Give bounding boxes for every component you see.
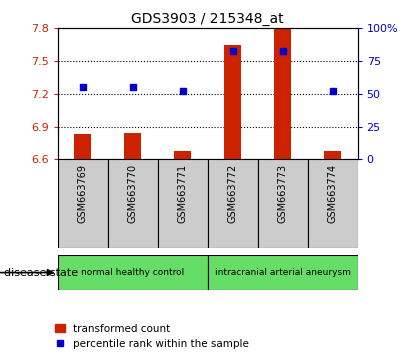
Bar (58, 255, 208, 290)
Text: GSM663773: GSM663773 (277, 164, 288, 223)
Bar (324, 150, 341, 159)
Text: GSM663769: GSM663769 (78, 164, 88, 223)
Text: GSM663771: GSM663771 (178, 164, 187, 223)
Bar (208, 159, 258, 248)
Bar (58, 159, 108, 248)
Point (179, 88, 186, 94)
Text: GSM663772: GSM663772 (228, 164, 238, 223)
Bar (174, 150, 191, 159)
Bar (224, 45, 241, 159)
Point (329, 88, 336, 94)
Text: normal healthy control: normal healthy control (81, 268, 184, 277)
Bar (74, 134, 91, 159)
Text: GSM663774: GSM663774 (328, 164, 337, 223)
Text: disease state: disease state (4, 268, 78, 278)
Legend: transformed count, percentile rank within the sample: transformed count, percentile rank withi… (55, 324, 249, 349)
Point (279, 48, 286, 53)
Bar (208, 255, 358, 290)
Text: GSM663770: GSM663770 (127, 164, 138, 223)
Point (129, 84, 136, 90)
Bar (108, 159, 157, 248)
Bar (307, 159, 358, 248)
Bar (274, 28, 291, 159)
Title: GDS3903 / 215348_at: GDS3903 / 215348_at (131, 12, 284, 26)
Point (79, 84, 86, 90)
Point (229, 48, 236, 53)
Bar (258, 159, 307, 248)
Text: intracranial arterial aneurysm: intracranial arterial aneurysm (215, 268, 351, 277)
Bar (157, 159, 208, 248)
Bar (124, 133, 141, 159)
